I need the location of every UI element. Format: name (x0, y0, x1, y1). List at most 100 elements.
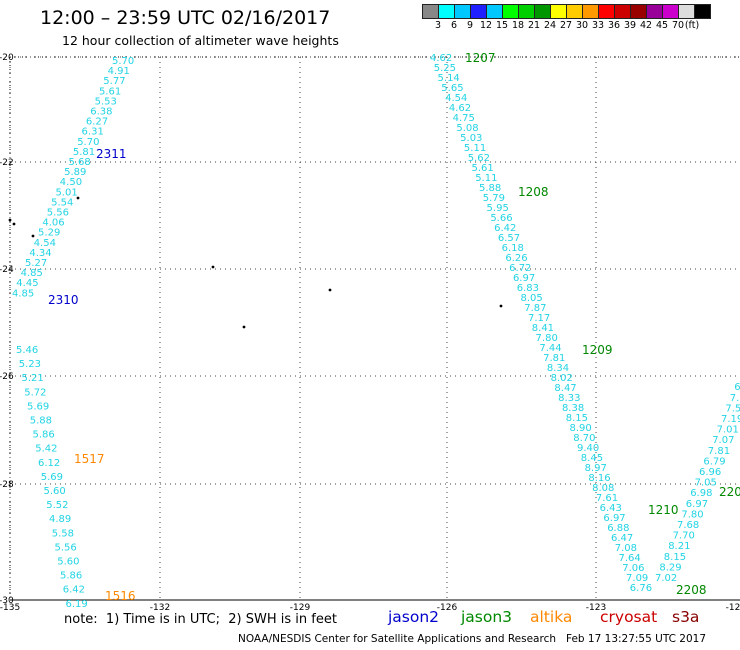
swh-value: 7.06 (622, 563, 644, 574)
swh-value: 6.97 (686, 499, 708, 510)
lon-tick-label: -135 (0, 603, 20, 613)
swh-value: 7.68 (677, 520, 699, 531)
legend-label: 24 (543, 20, 557, 31)
swh-value: 8.38 (562, 403, 584, 414)
swh-value: 5.88 (479, 183, 501, 194)
swh-value: 4.54 (445, 93, 467, 104)
legend-swatches (422, 4, 711, 19)
footer-credit: NOAA/NESDIS Center for Satellite Applica… (238, 633, 707, 645)
legend-label: 21 (527, 20, 541, 31)
swh-value: 5.56 (55, 542, 77, 553)
swh-value: 7.09 (626, 573, 648, 584)
swh-value: 5.81 (73, 147, 95, 158)
lat-tick-label: -20 (0, 53, 14, 63)
swh-value: 7.17 (528, 313, 550, 324)
legend-label: 30 (575, 20, 589, 31)
swh-value: 5.69 (41, 472, 63, 483)
swh-value: 4.50 (60, 177, 82, 188)
swh-value: 5.56 (47, 208, 69, 219)
swh-value: 5.61 (471, 163, 493, 174)
swh-value: 5.42 (35, 444, 57, 455)
swh-value: 7.02 (655, 573, 677, 584)
swh-value: 5.95 (487, 203, 509, 214)
swh-value: 4.62 (430, 53, 452, 64)
swh-value: 5.29 (38, 228, 60, 239)
swh-value: 5.70 (112, 56, 134, 67)
swh-value: 5.86 (60, 571, 82, 582)
swh-value: 7.87 (524, 303, 546, 314)
pass-id: 1209 (582, 343, 613, 357)
swh-value: 4.54 (34, 238, 56, 249)
swh-value: 6.31 (82, 127, 104, 138)
swh-value: 5.72 (24, 387, 46, 398)
swh-value: 7.44 (539, 343, 561, 354)
legend-label: 18 (511, 20, 525, 31)
swh-value: 6.12 (38, 458, 60, 469)
swh-value: 9.40 (577, 443, 599, 454)
pass-id: 2311 (96, 147, 127, 161)
swh-value: 8.08 (592, 483, 614, 494)
lon-tick-label: -129 (290, 603, 311, 613)
swh-value: 5.60 (57, 557, 79, 568)
pass-id: 1207 (465, 51, 496, 65)
swh-value: 5.68 (69, 157, 91, 168)
swh-value: 5.69 (27, 401, 49, 412)
legend-label: 3 (434, 20, 442, 31)
swh-value: 7.64 (619, 553, 641, 564)
swh-value: 4.91 (108, 66, 130, 77)
swh-value: 6.7 (734, 382, 740, 393)
legend-label: 6 (450, 20, 458, 31)
lon-tick-label: -132 (150, 603, 170, 613)
swh-value: 8.45 (581, 453, 603, 464)
island-dot (499, 304, 503, 308)
swh-value: 6.83 (517, 283, 539, 294)
swh-value: 5.58 (52, 528, 74, 539)
map-subtitle: 12 hour collection of altimeter wave hei… (62, 33, 339, 48)
legend-label: 36 (607, 20, 621, 31)
swh-value: 7.19 (721, 414, 740, 425)
lon-tick-label: -126 (437, 603, 458, 613)
swh-value: 7.61 (596, 493, 618, 504)
swh-value: 6.76 (630, 583, 652, 594)
swh-value: 8.97 (585, 463, 607, 474)
satellite-s3a: s3a (672, 608, 700, 626)
swh-value: 7.08 (615, 543, 637, 554)
island-dot (12, 222, 16, 226)
swh-value: 7.80 (536, 333, 558, 344)
note-text: note: 1) Time is in UTC; 2) SWH is in fe… (64, 612, 337, 627)
swh-value: 7.27 (730, 393, 740, 404)
swh-value: 6.27 (86, 117, 108, 128)
legend-label: 45 (655, 20, 669, 31)
map-title: 12:00 – 23:59 UTC 02/16/2017 (40, 7, 331, 29)
swh-value: 4.85 (12, 288, 34, 299)
legend-label: 42 (639, 20, 653, 31)
legend-label: (ft) (684, 20, 700, 31)
swh-value: 8.21 (668, 541, 690, 552)
swh-value: 8.02 (551, 373, 573, 384)
island-dot (8, 218, 12, 222)
swh-value: 6.19 (66, 599, 88, 610)
island-dot (76, 196, 80, 200)
swh-value: 5.23 (19, 359, 41, 370)
island-dot (242, 325, 246, 329)
swh-value: 8.33 (558, 393, 580, 404)
swh-value: 6.88 (607, 523, 629, 534)
swh-value: 7.80 (681, 509, 703, 520)
legend-label: 27 (559, 20, 573, 31)
legend-labels: 3 6 9 12 15 18 21 24 27 30 33 36 39 42 45 70 (ft) (422, 19, 710, 33)
swh-value: 5.01 (55, 187, 77, 198)
swh-value: 6.79 (703, 456, 725, 467)
pass-id: 220 (719, 485, 740, 499)
swh-value: 5.11 (464, 143, 486, 154)
swh-value: 6.47 (611, 533, 633, 544)
pass-id: 2310 (48, 293, 79, 307)
swh-value: 5.27 (25, 258, 47, 269)
swh-value: 7.05 (695, 478, 717, 489)
swh-value: 4.85 (21, 268, 43, 279)
legend-label: 39 (623, 20, 637, 31)
swh-value: 6.42 (494, 223, 516, 234)
pass-id: 2208 (676, 583, 707, 597)
swh-value: 4.89 (49, 514, 71, 525)
swh-value: 8.70 (573, 433, 595, 444)
